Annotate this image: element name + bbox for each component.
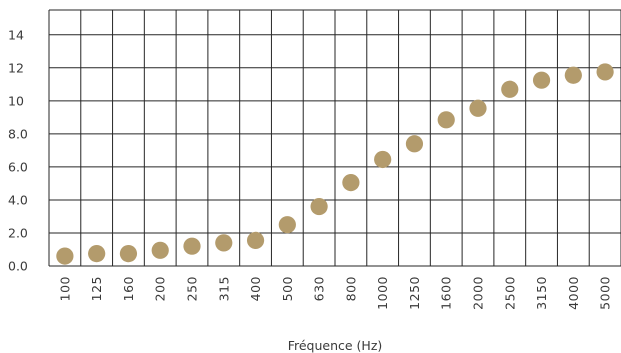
data-point xyxy=(310,197,328,216)
x-tick-label: 5000 xyxy=(598,276,613,310)
y-tick-label: 12 xyxy=(8,60,24,75)
data-point xyxy=(215,234,233,252)
x-axis-label: Fréquence (Hz) xyxy=(288,338,383,353)
y-tick-label: 0.0 xyxy=(8,259,28,274)
data-point xyxy=(469,99,487,117)
x-tick-label: 315 xyxy=(216,276,231,301)
x-tick-label: 1250 xyxy=(407,276,422,310)
chart-grid xyxy=(48,9,621,267)
data-point xyxy=(501,80,519,98)
data-point xyxy=(246,231,265,249)
data-point xyxy=(596,63,614,81)
data-point xyxy=(532,71,551,89)
y-tick-label: 10 xyxy=(8,93,24,108)
y-tick-label: 6.0 xyxy=(8,159,28,174)
y-tick-label: 14 xyxy=(8,27,24,42)
x-tick-label: 2000 xyxy=(471,276,486,310)
data-point xyxy=(151,241,169,259)
data-point xyxy=(342,173,360,192)
x-tick-label: 1000 xyxy=(375,276,390,310)
y-axis-ticks: 0.0 2.0 4.0 6.0 8.0 10 12 14 xyxy=(8,27,28,273)
data-point xyxy=(56,247,74,265)
data-point xyxy=(278,216,296,234)
x-tick-label: 3150 xyxy=(534,276,549,310)
y-tick-label: 8.0 xyxy=(8,126,28,141)
x-tick-label: 4000 xyxy=(566,276,581,310)
x-tick-label: 100 xyxy=(57,276,72,301)
x-tick-label: 800 xyxy=(343,276,358,301)
x-axis-ticks: 100 125 160 200 250 315 400 500 630 800 1000 1250 16… xyxy=(57,276,612,310)
data-point xyxy=(437,111,455,129)
x-tick-label: 630 xyxy=(312,276,327,301)
data-point xyxy=(405,135,424,153)
x-tick-label: 250 xyxy=(185,276,200,301)
data-point xyxy=(374,150,392,169)
data-point xyxy=(119,245,138,263)
y-tick-label: 4.0 xyxy=(8,192,28,207)
data-points xyxy=(56,63,614,265)
x-tick-label: 500 xyxy=(280,276,295,301)
y-tick-label: 2.0 xyxy=(8,225,28,240)
x-tick-label: 125 xyxy=(89,276,104,301)
data-point xyxy=(88,245,106,263)
x-tick-label: 2500 xyxy=(502,276,517,310)
x-tick-label: 160 xyxy=(121,276,136,301)
x-tick-label: 1600 xyxy=(439,276,454,310)
data-point xyxy=(183,237,201,255)
data-point xyxy=(564,66,582,84)
x-tick-label: 200 xyxy=(153,276,168,301)
x-tick-label: 400 xyxy=(248,276,263,301)
